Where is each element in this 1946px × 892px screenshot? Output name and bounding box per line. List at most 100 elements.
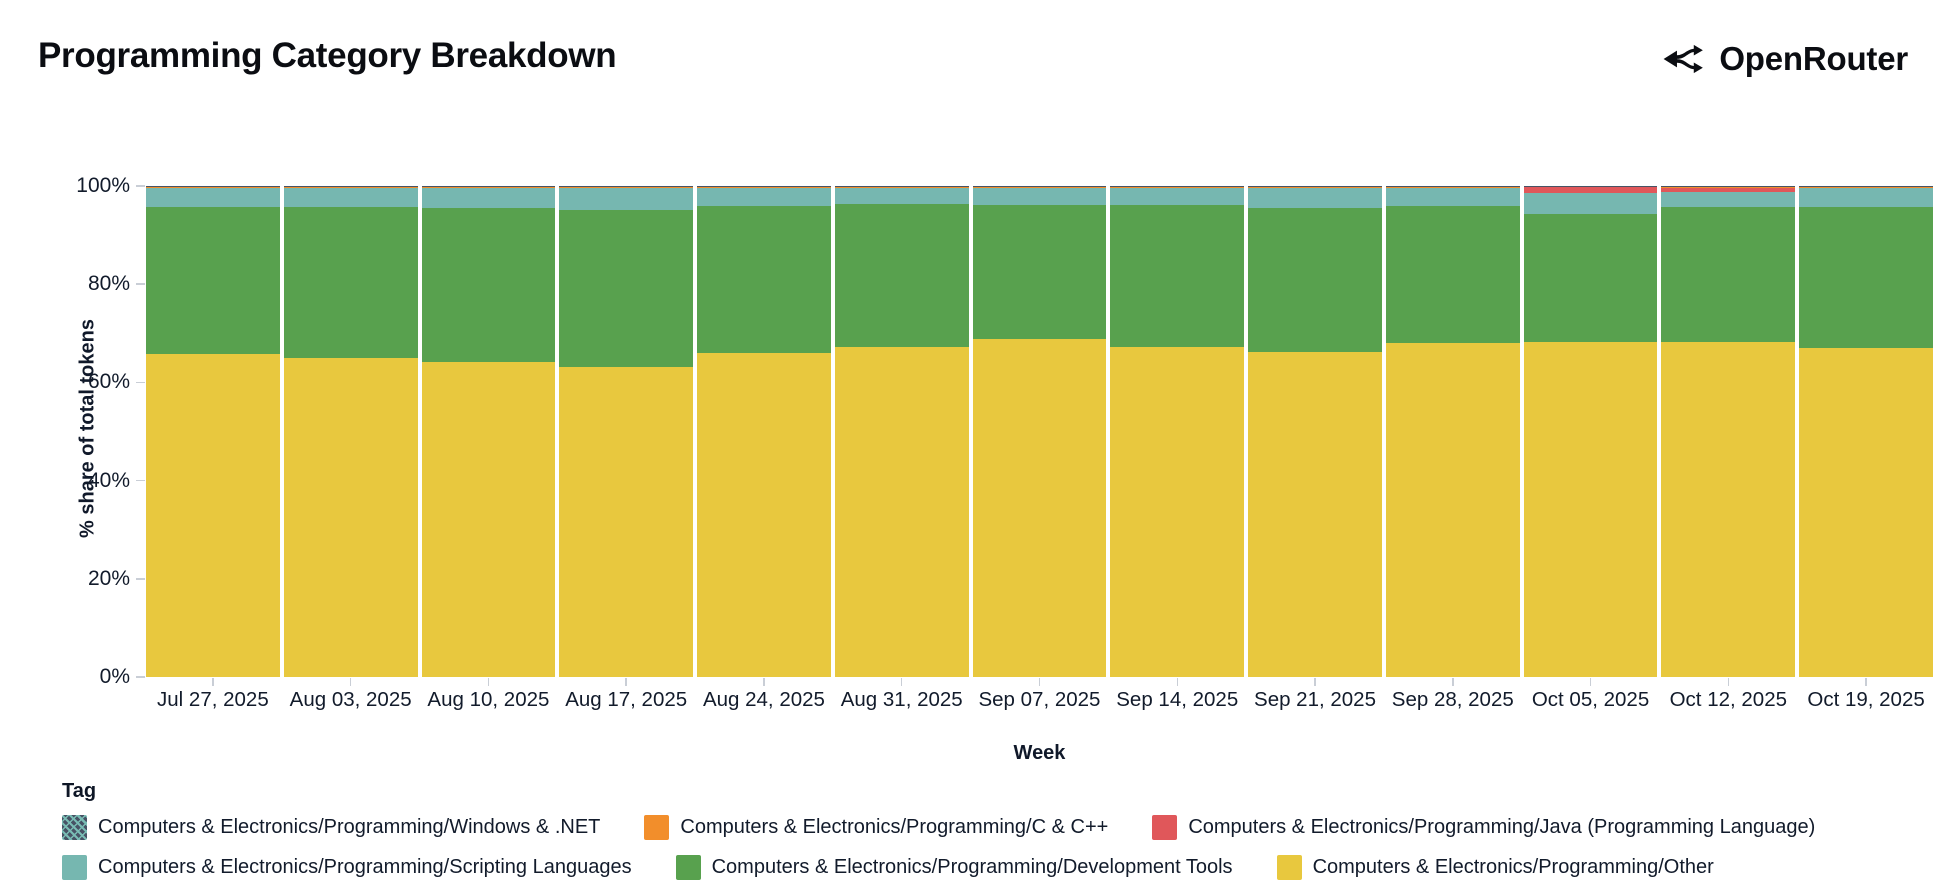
bar-segment[interactable] xyxy=(1661,186,1796,188)
bar-segment[interactable] xyxy=(1110,188,1245,206)
legend-title: Tag xyxy=(62,780,97,802)
bar-segment[interactable] xyxy=(421,188,556,209)
stacked-bar[interactable] xyxy=(146,186,280,677)
bar-segment[interactable] xyxy=(559,367,694,677)
x-tick-label: Jul 27, 2025 xyxy=(157,688,269,711)
legend-label: Computers & Electronics/Programming/Deve… xyxy=(711,855,1233,878)
x-tick-label: Sep 07, 2025 xyxy=(978,688,1101,711)
x-tick-label: Sep 14, 2025 xyxy=(1116,688,1239,711)
y-tick-label: 60% xyxy=(87,370,130,394)
bar-segment[interactable] xyxy=(283,207,418,358)
x-axis-labels: Jul 27, 2025 Aug 03, 2025 Aug 10, 2025 Aug … xyxy=(146,688,1933,712)
bar-segment[interactable] xyxy=(146,188,280,208)
bar-segment[interactable] xyxy=(1661,191,1796,207)
bar-segment[interactable] xyxy=(1523,341,1658,677)
y-tick-mark xyxy=(136,479,145,482)
stacked-bar[interactable] xyxy=(1385,186,1520,677)
bar-segment[interactable] xyxy=(1523,187,1658,193)
bar-segment[interactable] xyxy=(1110,347,1245,677)
bar-segment[interactable] xyxy=(834,186,969,188)
legend-item[interactable]: Computers & Electronics/Programming/Deve… xyxy=(675,852,1233,882)
x-tick-mark xyxy=(763,678,765,686)
x-axis-title: Week xyxy=(1013,742,1066,764)
bar-segment[interactable] xyxy=(1385,188,1520,207)
bar-segment[interactable] xyxy=(697,186,831,188)
bar-segment[interactable] xyxy=(834,188,969,205)
x-tick-mark xyxy=(1589,678,1592,686)
stacked-bar[interactable] xyxy=(834,186,969,677)
bar-segment[interactable] xyxy=(1661,341,1796,677)
legend-item[interactable]: Computers & Electronics/Programming/Java… xyxy=(1152,812,1815,842)
bar-segment[interactable] xyxy=(146,353,280,677)
x-tick-mark xyxy=(1727,678,1730,686)
bar-segment[interactable] xyxy=(1799,186,1933,188)
legend-swatch-icon xyxy=(675,854,701,880)
bar-segment[interactable] xyxy=(421,186,556,188)
bar-segment[interactable] xyxy=(1110,186,1245,188)
bar-segment[interactable] xyxy=(1661,206,1796,342)
stacked-bar[interactable] xyxy=(421,186,556,677)
plot-area xyxy=(146,186,1933,677)
legend-item[interactable]: Computers & Electronics/Programming/Othe… xyxy=(1276,852,1714,882)
bar-segment[interactable] xyxy=(421,361,556,677)
bar-segment[interactable] xyxy=(697,352,831,677)
bar-segment[interactable] xyxy=(972,205,1107,339)
bar-segment[interactable] xyxy=(834,347,969,677)
bar-segment[interactable] xyxy=(697,188,831,207)
y-tick-label: 80% xyxy=(87,272,130,296)
stacked-bar[interactable] xyxy=(1523,186,1658,677)
x-tick-label: Aug 17, 2025 xyxy=(565,688,688,711)
bar-segment[interactable] xyxy=(834,204,969,348)
bar-segment[interactable] xyxy=(1248,186,1382,188)
stacked-bar[interactable] xyxy=(1110,186,1245,677)
x-tick-label: Aug 31, 2025 xyxy=(840,688,963,711)
stacked-bar[interactable] xyxy=(559,186,694,677)
bar-segment[interactable] xyxy=(1385,206,1520,344)
stacked-bar[interactable] xyxy=(972,186,1107,677)
brand-logo[interactable]: OpenRouter xyxy=(1659,36,1908,82)
bar-segment[interactable] xyxy=(1110,205,1245,348)
legend-item[interactable]: Computers & Electronics/Programming/Scri… xyxy=(62,852,632,882)
stacked-bar[interactable] xyxy=(697,186,831,677)
legend-label: Computers & Electronics/Programming/Othe… xyxy=(1312,855,1714,878)
bar-segment[interactable] xyxy=(972,188,1107,206)
bar-segment[interactable] xyxy=(146,186,280,188)
bar-segment[interactable] xyxy=(559,210,694,368)
legend-item[interactable]: Computers & Electronics/Programming/Wind… xyxy=(62,812,600,842)
bar-segment[interactable] xyxy=(697,206,831,353)
bar-segment[interactable] xyxy=(972,186,1107,188)
bar-segment[interactable] xyxy=(1248,208,1382,353)
bar-segment[interactable] xyxy=(283,186,418,188)
legend-item[interactable]: Computers & Electronics/Programming/C & … xyxy=(644,812,1108,842)
bar-segment[interactable] xyxy=(559,188,694,211)
y-tick-mark xyxy=(136,676,145,678)
bar-segment[interactable] xyxy=(421,208,556,362)
legend-label: Computers & Electronics/Programming/Scri… xyxy=(98,855,632,878)
x-tick-label: Oct 12, 2025 xyxy=(1669,688,1787,711)
bar-segment[interactable] xyxy=(1523,192,1658,214)
bar-segment[interactable] xyxy=(1799,188,1933,208)
legend-swatch-icon xyxy=(644,814,670,840)
stacked-bar[interactable] xyxy=(1661,186,1796,677)
bar-segment[interactable] xyxy=(283,188,418,208)
x-tick-label: Aug 10, 2025 xyxy=(427,688,550,711)
bar-segment[interactable] xyxy=(1248,352,1382,677)
bar-segment[interactable] xyxy=(559,186,694,188)
stacked-bar[interactable] xyxy=(1248,186,1382,677)
x-tick-label: Sep 28, 2025 xyxy=(1391,688,1514,711)
stacked-bar[interactable] xyxy=(1799,186,1933,677)
bar-segment[interactable] xyxy=(1799,348,1933,677)
bar-segment[interactable] xyxy=(146,207,280,354)
bar-segment[interactable] xyxy=(1799,207,1933,349)
x-tick-mark xyxy=(487,678,490,686)
bar-segment[interactable] xyxy=(1661,187,1796,192)
bar-segment[interactable] xyxy=(1523,213,1658,342)
stacked-bar[interactable] xyxy=(283,186,418,677)
x-tick-label: Aug 03, 2025 xyxy=(289,688,412,711)
bar-segment[interactable] xyxy=(1385,343,1520,677)
bar-segment[interactable] xyxy=(283,357,418,677)
bar-segment[interactable] xyxy=(1385,186,1520,188)
bar-segment[interactable] xyxy=(1248,188,1382,209)
bar-segment[interactable] xyxy=(972,338,1107,677)
